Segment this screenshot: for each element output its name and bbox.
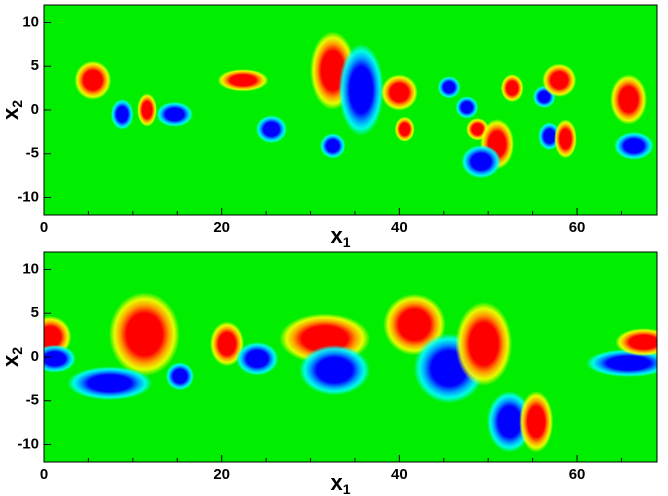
y-tick-label: 5 xyxy=(31,57,39,74)
vortex xyxy=(44,344,76,373)
vortex xyxy=(338,43,384,137)
vortex xyxy=(110,98,134,130)
x-axis-label: x1 xyxy=(330,223,350,250)
y-tick-label: 10 xyxy=(22,260,39,277)
vortex xyxy=(554,119,577,159)
vortex xyxy=(235,341,279,376)
vortex xyxy=(500,74,524,103)
y-tick-label: 0 xyxy=(31,101,39,118)
x-tick-label: 0 xyxy=(40,466,48,483)
y-axis-label: x2 xyxy=(0,100,25,120)
y-label-main: x xyxy=(0,107,23,120)
vortex-layer xyxy=(74,31,654,179)
x-label-main: x xyxy=(330,223,343,248)
y-tick-label: -5 xyxy=(26,392,39,409)
vortex xyxy=(437,76,461,99)
vortex xyxy=(585,349,657,378)
x-tick-label: 40 xyxy=(391,219,408,236)
vortex xyxy=(209,321,245,367)
vortex xyxy=(319,133,346,159)
vortex xyxy=(108,292,180,377)
vortex xyxy=(542,63,577,98)
vortex-layer xyxy=(44,292,657,453)
vortex xyxy=(455,96,479,119)
y-tick-label: 0 xyxy=(31,348,39,365)
y-tick-label: -10 xyxy=(17,435,39,452)
vortex xyxy=(165,362,195,391)
y-tick-label: 10 xyxy=(22,13,39,30)
vortex xyxy=(67,366,153,401)
vortex xyxy=(380,74,418,111)
y-label-main: x xyxy=(0,354,23,367)
vortex xyxy=(519,390,554,453)
vortex xyxy=(74,60,112,100)
vortex xyxy=(610,74,648,125)
vortex xyxy=(156,101,194,127)
vortex xyxy=(217,69,269,92)
y-tick-label: -10 xyxy=(17,188,39,205)
x-tick-label: 20 xyxy=(213,466,230,483)
x-tick-label: 0 xyxy=(40,219,48,236)
vortex xyxy=(615,328,657,357)
x-tick-label: 20 xyxy=(213,219,230,236)
vortex xyxy=(394,116,415,142)
vortex xyxy=(137,93,158,127)
x-tick-label: 60 xyxy=(569,466,586,483)
y-label-sub: 2 xyxy=(9,347,25,355)
y-label-sub: 2 xyxy=(9,100,25,108)
y-axis-label: x2 xyxy=(0,347,25,367)
vortex xyxy=(461,144,501,179)
vortex xyxy=(486,390,533,453)
y-tick-label: 5 xyxy=(31,304,39,321)
vortex xyxy=(455,301,513,386)
x-axis-label: x1 xyxy=(330,470,350,496)
y-tick-label: -5 xyxy=(26,145,39,162)
vortex xyxy=(298,344,371,396)
x-label-sub: 1 xyxy=(343,234,351,250)
x-tick-label: 60 xyxy=(569,219,586,236)
x-tick-label: 40 xyxy=(391,466,408,483)
x-label-main: x xyxy=(330,470,343,495)
vortex xyxy=(255,115,288,144)
x-label-sub: 1 xyxy=(343,481,351,496)
vortex xyxy=(614,131,654,160)
